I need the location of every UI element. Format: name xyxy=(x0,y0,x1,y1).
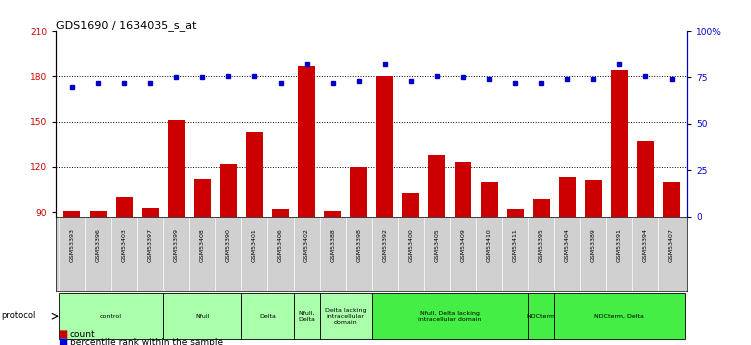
Text: GSM53399: GSM53399 xyxy=(173,228,179,262)
FancyBboxPatch shape xyxy=(528,294,554,339)
Text: Delta: Delta xyxy=(259,314,276,319)
Text: GSM53391: GSM53391 xyxy=(617,228,622,262)
Text: GSM53407: GSM53407 xyxy=(669,228,674,262)
Bar xyxy=(454,162,472,217)
Text: GSM53409: GSM53409 xyxy=(460,228,466,262)
FancyBboxPatch shape xyxy=(163,294,241,339)
Text: GSM53405: GSM53405 xyxy=(434,228,439,262)
Text: ■: ■ xyxy=(58,337,67,345)
Text: GSM53400: GSM53400 xyxy=(409,228,413,262)
Bar xyxy=(194,179,211,217)
Text: GSM53411: GSM53411 xyxy=(513,228,517,262)
Bar xyxy=(611,70,628,217)
Bar xyxy=(220,164,237,217)
FancyBboxPatch shape xyxy=(59,294,163,339)
Text: percentile rank within the sample: percentile rank within the sample xyxy=(70,338,223,345)
FancyBboxPatch shape xyxy=(372,294,528,339)
Text: Nfull: Nfull xyxy=(195,314,210,319)
Text: GSM53402: GSM53402 xyxy=(304,228,309,262)
Text: Nfull, Delta lacking
intracellular domain: Nfull, Delta lacking intracellular domai… xyxy=(418,311,481,322)
Text: GSM53406: GSM53406 xyxy=(278,228,283,262)
Bar xyxy=(142,208,158,217)
Bar xyxy=(663,182,680,217)
Bar xyxy=(481,182,497,217)
Bar xyxy=(167,120,185,217)
Text: GSM53403: GSM53403 xyxy=(122,228,127,262)
Bar xyxy=(376,76,394,217)
FancyBboxPatch shape xyxy=(294,294,320,339)
Text: GSM53398: GSM53398 xyxy=(356,228,361,262)
Text: protocol: protocol xyxy=(2,311,36,320)
Text: GSM53392: GSM53392 xyxy=(382,228,388,262)
Text: NDCterm: NDCterm xyxy=(526,314,556,319)
Bar xyxy=(64,211,80,217)
Bar xyxy=(272,209,289,217)
Bar xyxy=(559,177,576,217)
Text: NDCterm, Delta: NDCterm, Delta xyxy=(595,314,644,319)
Bar xyxy=(324,211,341,217)
Text: GSM53388: GSM53388 xyxy=(330,228,335,262)
Text: GSM53389: GSM53389 xyxy=(591,228,596,262)
FancyBboxPatch shape xyxy=(241,294,294,339)
Text: GSM53397: GSM53397 xyxy=(148,228,152,262)
Text: GSM53395: GSM53395 xyxy=(538,228,544,262)
Bar xyxy=(350,167,367,217)
Bar xyxy=(637,141,654,217)
Text: GSM53410: GSM53410 xyxy=(487,228,492,262)
Bar xyxy=(532,199,550,217)
Text: GSM53393: GSM53393 xyxy=(69,228,74,262)
Text: control: control xyxy=(100,314,122,319)
Text: GSM53396: GSM53396 xyxy=(95,228,101,262)
Bar xyxy=(116,197,133,217)
Text: GSM53404: GSM53404 xyxy=(565,228,570,262)
FancyBboxPatch shape xyxy=(554,294,685,339)
Bar xyxy=(507,209,523,217)
Bar xyxy=(428,155,445,217)
Text: ■: ■ xyxy=(58,329,67,339)
Text: GSM53401: GSM53401 xyxy=(252,228,257,262)
FancyBboxPatch shape xyxy=(320,294,372,339)
Text: Nfull,
Delta: Nfull, Delta xyxy=(298,311,315,322)
Text: GSM53390: GSM53390 xyxy=(226,228,231,262)
Text: GDS1690 / 1634035_s_at: GDS1690 / 1634035_s_at xyxy=(56,20,197,31)
Bar xyxy=(89,211,107,217)
Bar xyxy=(403,193,419,217)
Bar xyxy=(298,66,315,217)
Text: Delta lacking
intracellular
domain: Delta lacking intracellular domain xyxy=(325,308,366,325)
Text: count: count xyxy=(70,330,95,339)
Text: GSM53408: GSM53408 xyxy=(200,228,205,262)
Text: GSM53394: GSM53394 xyxy=(643,228,648,262)
Bar xyxy=(585,180,602,217)
Bar xyxy=(246,132,263,217)
